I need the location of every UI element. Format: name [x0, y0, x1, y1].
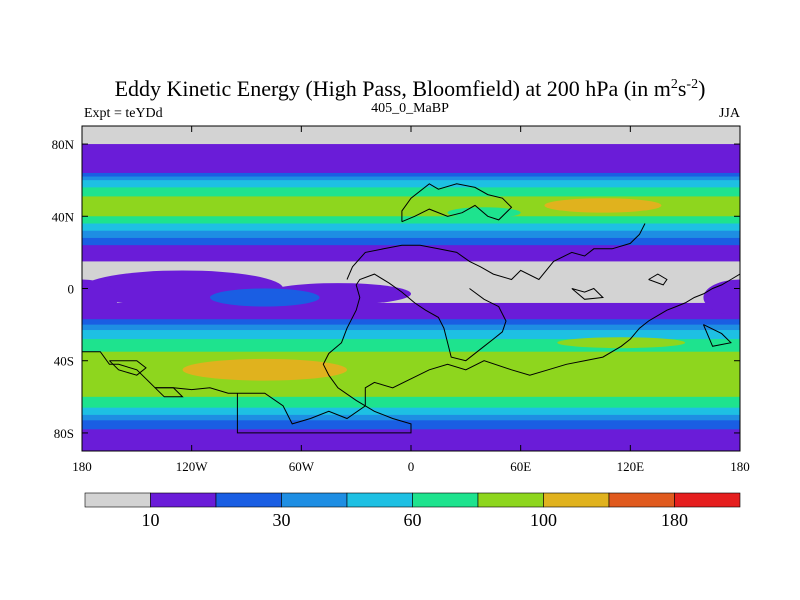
colorbar-tick-label: 100 — [530, 510, 557, 530]
y-tick-label: 40N — [52, 209, 75, 224]
zonal-band — [82, 351, 740, 383]
zonal-band — [82, 144, 740, 170]
contour-patch — [209, 288, 320, 307]
colorbar-box — [346, 492, 413, 508]
coastline-overlay — [82, 183, 740, 434]
contour-patch — [557, 337, 686, 349]
run-label: 405_0_MaBP — [371, 101, 449, 116]
colorbar-box — [215, 492, 282, 508]
latitude-axis: 80N 40N 0 40S 80S — [52, 137, 740, 441]
coastline — [154, 387, 184, 398]
colorbar-box — [150, 492, 217, 508]
eke-contour-field — [82, 126, 740, 451]
longitude-axis: 180 120W 60W 0 60E 120E 180 — [72, 126, 750, 474]
zonal-band — [82, 172, 740, 178]
colorbar-box — [281, 492, 348, 508]
experiment-label: Expt = teYDd — [84, 106, 163, 121]
x-tick-label: 180 — [730, 459, 750, 474]
zonal-band — [82, 297, 740, 304]
coastline — [109, 360, 147, 376]
colorbar-box — [477, 492, 544, 508]
y-tick-label: 80N — [52, 137, 75, 152]
coastline — [702, 324, 732, 347]
zonal-band — [82, 407, 740, 416]
coastline — [346, 223, 646, 281]
contour-patch — [82, 279, 119, 316]
x-tick-label: 180 — [72, 459, 92, 474]
colorbar — [84, 492, 741, 508]
contour-patch — [341, 198, 408, 210]
zonal-band — [82, 436, 740, 451]
zonal-band — [82, 216, 740, 224]
colorbar-tick-label: 30 — [273, 510, 291, 530]
coastline — [648, 273, 668, 286]
zonal-band — [82, 230, 740, 239]
zonal-band — [82, 126, 740, 141]
y-tick-label: 0 — [68, 282, 75, 297]
x-tick-label: 0 — [408, 459, 415, 474]
colorbar-labels: 10 30 60 100 180 — [142, 510, 689, 530]
zonal-band — [82, 223, 740, 232]
x-tick-label: 120E — [617, 459, 645, 474]
zonal-band — [82, 140, 740, 145]
coastline — [82, 273, 740, 425]
zonal-band — [82, 169, 740, 174]
zonal-band — [82, 313, 740, 320]
contour-patch — [182, 358, 348, 381]
colorbar-box — [674, 492, 741, 508]
colorbar-tick-label: 180 — [661, 510, 688, 530]
x-tick-label: 120W — [176, 459, 209, 474]
zonal-band — [82, 237, 740, 246]
zonal-band — [82, 209, 740, 217]
zonal-band — [82, 176, 740, 181]
colorbar-box — [84, 492, 151, 508]
zonal-band — [82, 396, 740, 409]
zonal-band — [82, 330, 740, 340]
y-tick-label: 80S — [54, 426, 74, 441]
season-label: JJA — [719, 106, 741, 121]
colorbar-tick-label: 10 — [142, 510, 160, 530]
colorbar-box — [543, 492, 610, 508]
zonal-band — [82, 414, 740, 421]
coastline — [571, 287, 605, 300]
coastline — [236, 273, 507, 434]
x-tick-label: 60E — [510, 459, 531, 474]
colorbar-tick-label: 60 — [404, 510, 422, 530]
x-tick-label: 60W — [289, 459, 315, 474]
coastline — [401, 183, 513, 223]
zonal-band — [82, 319, 740, 326]
colorbar-box — [608, 492, 675, 508]
colorbar-box — [412, 492, 479, 508]
chart-title: Eddy Kinetic Energy (High Pass, Bloomfie… — [115, 76, 706, 101]
zonal-band — [82, 256, 740, 262]
y-tick-label: 40S — [54, 354, 74, 369]
zonal-band — [82, 302, 740, 315]
zonal-band — [82, 324, 740, 331]
contour-patch — [544, 198, 662, 213]
zonal-band — [82, 180, 740, 188]
zonal-band — [82, 187, 740, 197]
zonal-band — [82, 245, 740, 257]
